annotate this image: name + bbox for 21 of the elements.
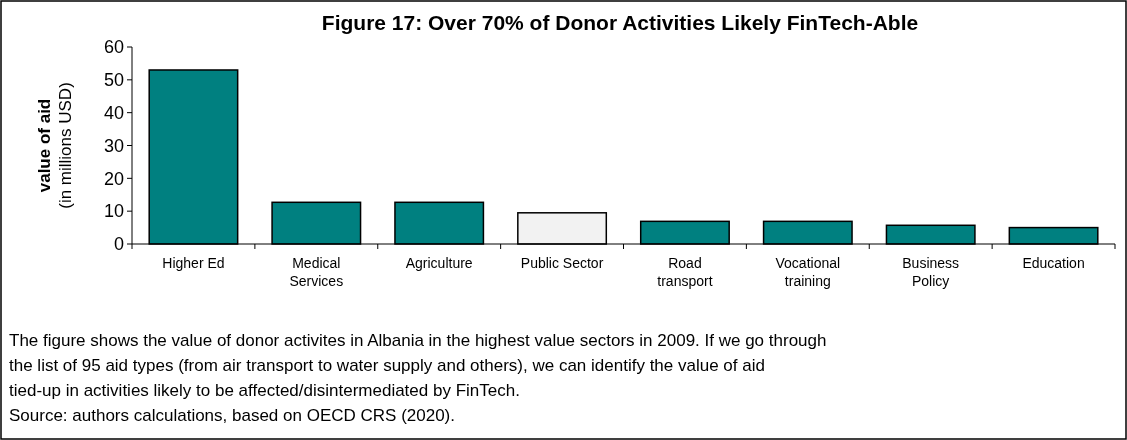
y-tick-label: 10 — [103, 201, 124, 222]
x-tick-label: Road transport — [657, 255, 713, 289]
x-tick-label: Higher Ed — [162, 255, 225, 271]
text: the list of 95 aid types (from air transport to water supply and others), we can identify the value of aid — [9, 356, 765, 375]
text: The figure shows the value of donor activites in Albania in the highest value sectors in 2009. If we go through — [9, 331, 827, 350]
y-tick-label: 30 — [103, 135, 124, 156]
x-tick-label: Education — [1022, 255, 1085, 271]
y-tick-label: 60 — [103, 37, 124, 58]
x-tick-label: Business Policy — [902, 255, 960, 289]
x-tick-label: Vocational training — [775, 255, 841, 289]
y-axis-title: value of aid (in millions USD) — [35, 82, 75, 209]
y-tick-label: 20 — [103, 168, 124, 189]
x-tick-label: Medical Services — [289, 255, 344, 289]
y-tick-label: 0 — [113, 234, 124, 255]
x-tick-label: Public Sector — [520, 255, 604, 271]
x-tick-label: Agriculture — [405, 255, 473, 271]
y-tick-label: 40 — [103, 102, 124, 123]
y-tick-label: 50 — [103, 70, 124, 91]
source-note: Source: authors calculations, based on OECD CRS (2020). — [9, 406, 456, 425]
text: tied-up in activities likely to be affected/disintermediated by FinTech. — [9, 381, 520, 400]
chart-title: Figure 17: Over 70% of Donor Activities Likely FinTech-Able — [321, 11, 919, 34]
